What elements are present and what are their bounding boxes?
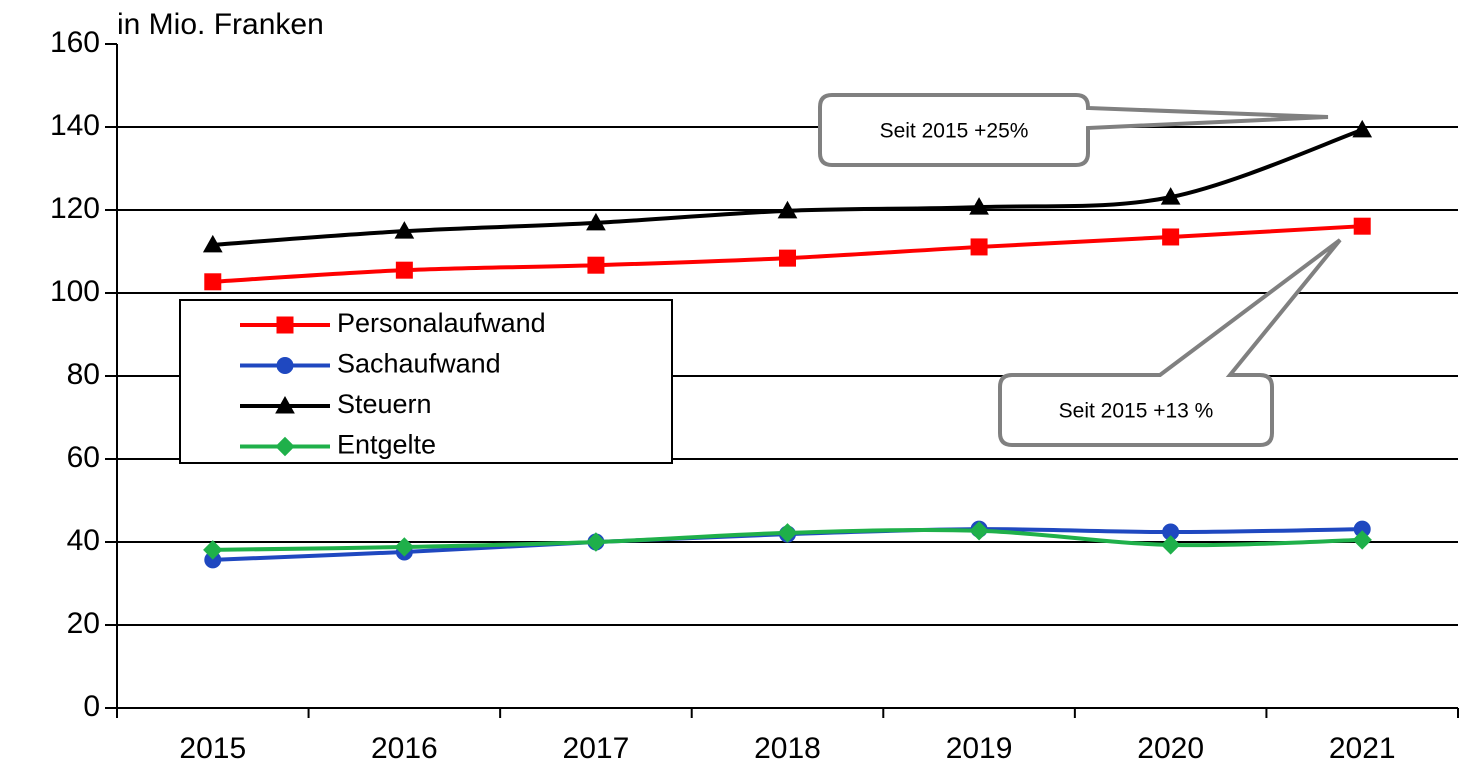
y-tick-label: 80 (67, 358, 100, 391)
legend-label: Sachaufwand (337, 349, 501, 379)
y-tick-label: 140 (50, 109, 100, 142)
marker (275, 395, 295, 414)
y-tick-label: 40 (67, 524, 100, 557)
line (212, 128, 1363, 247)
x-tick-label: 2018 (754, 732, 821, 765)
series (203, 521, 1372, 560)
y-tick-label: 160 (50, 26, 100, 59)
callout-shape (998, 238, 1342, 447)
marker (276, 357, 294, 374)
callout-shape (818, 93, 1329, 167)
legend-label: Steuern (337, 389, 432, 419)
legend-label: Entgelte (337, 430, 436, 460)
marker (395, 261, 413, 279)
marker (586, 212, 606, 231)
marker (276, 316, 294, 334)
y-tick-label: 100 (50, 275, 100, 308)
marker (204, 273, 222, 291)
marker (203, 540, 223, 560)
marker (202, 234, 223, 253)
series (202, 119, 1373, 253)
marker (1353, 217, 1371, 235)
marker (1162, 228, 1180, 246)
marker (1160, 535, 1181, 555)
x-tick-label: 2020 (1137, 732, 1204, 765)
y-tick-label: 60 (67, 441, 100, 474)
y-tick-label: 120 (50, 192, 100, 225)
marker (970, 238, 988, 256)
marker (777, 523, 798, 543)
marker (969, 521, 989, 541)
marker (779, 249, 796, 267)
marker (777, 200, 798, 219)
annotation: Seit 2015 +13 % (1059, 400, 1214, 423)
series (204, 217, 1371, 291)
callout: Seit 2015 +25% (818, 93, 1329, 167)
callout: Seit 2015 +13 % (998, 238, 1342, 447)
annotation: Seit 2015 +25% (880, 120, 1029, 143)
x-tick-label: 2015 (179, 732, 246, 765)
x-tick-label: 2019 (946, 732, 1013, 765)
axis-label: in Mio. Franken (117, 8, 324, 41)
y-tick-label: 20 (67, 607, 100, 640)
marker (969, 197, 989, 215)
legend: Personalaufwand Sachaufwand Steuern Entgelt… (179, 299, 673, 464)
y-tick-label: 0 (83, 690, 100, 723)
marker (586, 532, 606, 552)
marker (275, 436, 295, 457)
marker (1160, 187, 1181, 205)
marker (1352, 119, 1373, 138)
marker (587, 256, 605, 274)
x-tick-label: 2016 (371, 732, 438, 765)
marker (394, 221, 415, 239)
legend-box (179, 299, 673, 464)
legend-label: Personalaufwand (337, 308, 546, 338)
x-tick-label: 2021 (1329, 732, 1396, 765)
marker (1352, 530, 1372, 550)
x-tick-label: 2017 (563, 732, 630, 765)
marker (394, 537, 415, 557)
